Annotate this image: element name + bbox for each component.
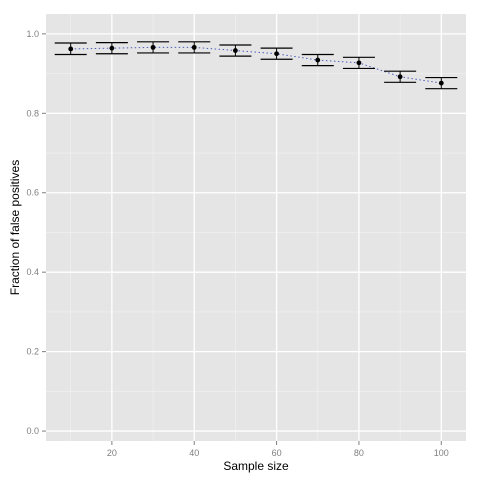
data-point xyxy=(356,60,362,66)
x-tick-label: 100 xyxy=(434,448,449,458)
data-point xyxy=(438,80,444,86)
data-point xyxy=(191,44,197,50)
x-tick-label: 40 xyxy=(189,448,199,458)
data-point xyxy=(233,48,238,53)
x-axis-title: Sample size xyxy=(223,459,289,473)
data-point xyxy=(397,74,403,80)
data-point xyxy=(109,45,115,51)
data-point xyxy=(150,44,156,50)
data-point xyxy=(68,46,74,52)
y-tick-label: 0.8 xyxy=(26,108,39,118)
y-tick-label: 0.0 xyxy=(26,426,39,436)
trend-line xyxy=(70,46,442,84)
y-tick-label: 0.2 xyxy=(26,347,39,357)
x-tick-label: 80 xyxy=(354,448,364,458)
data-point xyxy=(315,57,321,63)
plot-panel xyxy=(46,14,466,441)
y-tick-label: 0.4 xyxy=(26,267,39,277)
y-tick-label: 0.6 xyxy=(26,188,39,198)
y-axis-title: Fraction of false positives xyxy=(8,160,22,295)
x-tick-label: 20 xyxy=(107,448,117,458)
y-tick-label: 1.0 xyxy=(26,29,39,39)
data-point xyxy=(274,51,279,57)
x-tick-label: 60 xyxy=(272,448,282,458)
